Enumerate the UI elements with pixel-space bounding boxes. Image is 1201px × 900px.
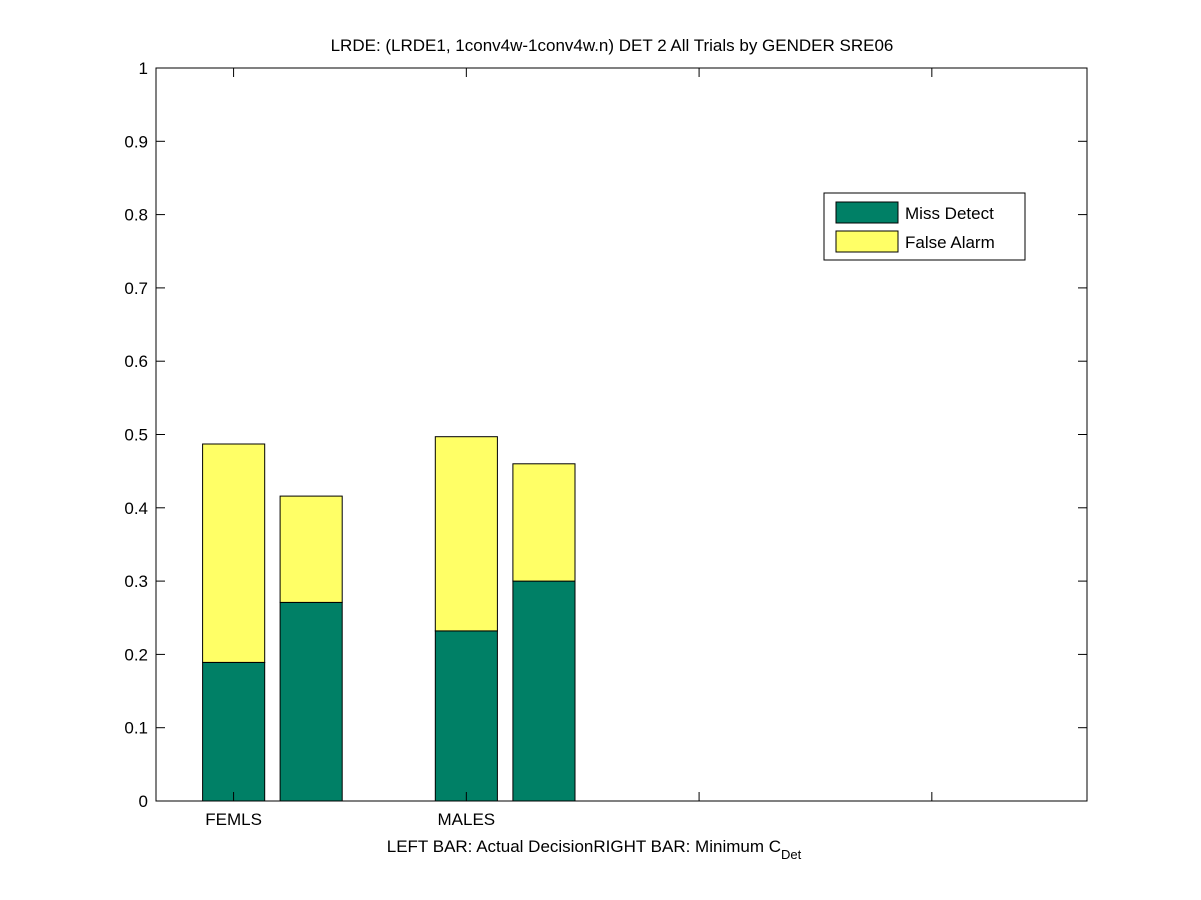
legend-label-false-alarm: False Alarm bbox=[905, 233, 995, 252]
bar-males-right-miss-detect bbox=[512, 580, 576, 802]
bar-males-left-false-alarm bbox=[434, 436, 498, 632]
x-tick-label-males: MALES bbox=[438, 810, 496, 829]
legend-label-miss-detect: Miss Detect bbox=[905, 204, 994, 223]
y-tick-label: 0.6 bbox=[124, 352, 148, 371]
chart-title: LRDE: (LRDE1, 1conv4w-1conv4w.n) DET 2 A… bbox=[331, 36, 894, 55]
y-tick-label: 0.3 bbox=[124, 572, 148, 591]
x-tick-label-femls: FEMLS bbox=[205, 810, 262, 829]
legend-swatch-false-alarm bbox=[835, 230, 899, 253]
y-tick-label: 0.2 bbox=[124, 645, 148, 664]
bar-femls-right-miss-detect bbox=[279, 601, 343, 802]
y-tick-label: 0 bbox=[139, 792, 148, 811]
y-tick-label: 0.8 bbox=[124, 206, 148, 225]
right-bar-note-subscript: Det bbox=[781, 847, 802, 862]
y-tick-label: 0.1 bbox=[124, 719, 148, 738]
y-tick-label: 0.5 bbox=[124, 426, 148, 445]
right-bar-note-main: RIGHT BAR: Minimum C bbox=[593, 837, 781, 856]
legend: Miss Detect False Alarm bbox=[823, 192, 1026, 261]
bar-femls-right-false-alarm bbox=[279, 495, 343, 603]
y-tick-label: 0.9 bbox=[124, 132, 148, 151]
legend-swatch-miss-detect bbox=[835, 201, 899, 224]
y-tick-label: 1 bbox=[139, 59, 148, 78]
ticks-layer: 0 0.1 0.2 0.3 0.4 0.5 0.6 0.7 0.8 0.9 1 FEMLS MALES bbox=[124, 59, 1087, 829]
left-bar-note: LEFT BAR: Actual Decision bbox=[387, 837, 594, 856]
y-tick-label: 0.7 bbox=[124, 279, 148, 298]
y-tick-label: 0.4 bbox=[124, 499, 148, 518]
bar-males-right-false-alarm bbox=[512, 463, 576, 582]
bar-males-left-miss-detect bbox=[434, 630, 498, 802]
bar-femls-left-miss-detect bbox=[202, 662, 266, 802]
bars-layer bbox=[202, 436, 576, 802]
bar-femls-left-false-alarm bbox=[202, 443, 266, 663]
x-axis-label: LEFT BAR: Actual DecisionRIGHT BAR: Mini… bbox=[387, 837, 802, 862]
